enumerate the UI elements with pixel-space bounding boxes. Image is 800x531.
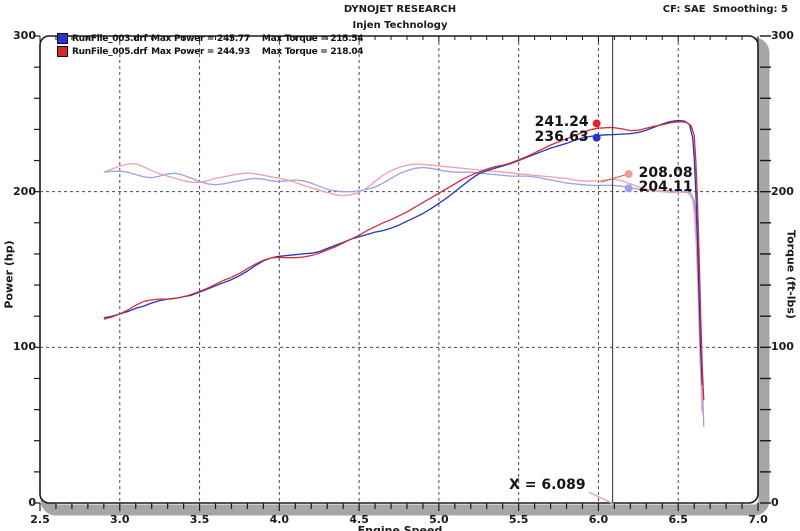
marker-label-power-run005: 241.24 — [534, 114, 589, 131]
legend-max-torque-run003: Max Torque = 215.54 — [261, 33, 364, 44]
y-axis-title-power: Power (hp) — [2, 240, 16, 309]
y-tick-label-right: 200 — [771, 184, 794, 198]
page-subtitle: Injen Technology — [352, 20, 448, 31]
legend-file-run005: RunFile_005.drf — [72, 46, 148, 57]
marker-label-power-run003: 236.63 — [534, 128, 589, 145]
marker-dot-241.24 — [592, 119, 601, 128]
y-tick-label-right: 300 — [771, 29, 794, 42]
y-tick-label-right: 100 — [771, 340, 794, 354]
x-axis-title: Engine Speed (RPM x1000) — [357, 524, 443, 531]
legend: RunFile_003.drf Max Power = 245.77 Max T… — [57, 32, 364, 58]
curve-runfile-005-drf-power-hp- — [103, 121, 705, 401]
y-tick-label-left: 100 — [13, 340, 36, 354]
y-tick-label-left: 300 — [13, 29, 36, 42]
x-tick-label: 6.0 — [588, 513, 609, 526]
y-tick-label-left: 200 — [13, 184, 36, 198]
legend-item-run003: RunFile_003.drf Max Power = 245.77 Max T… — [57, 32, 364, 45]
legend-file-run003: RunFile_003.drf — [72, 33, 148, 44]
cursor-pointer-line — [588, 491, 614, 505]
x-tick-label: 3.5 — [189, 513, 210, 526]
x-tick-label: 5.5 — [508, 513, 529, 526]
y-tick-label-left: 0 — [28, 496, 36, 509]
y-tick-label-right: 0 — [771, 496, 779, 509]
x-tick-label: 4.5 — [349, 513, 369, 526]
marker-dot-204.11 — [624, 184, 633, 193]
curve-runfile-003-drf-power-hp- — [103, 119, 703, 385]
x-tick-label: 7.0 — [748, 513, 768, 526]
x-tick-label: 3.0 — [110, 513, 130, 526]
cursor-x-label: X = 6.089 — [509, 477, 586, 493]
curve-runfile-003-drf-torque-ft-lbs- — [103, 166, 705, 427]
page-title: DYNOJET RESEARCH — [343, 4, 457, 15]
legend-max-power-run003: Max Power = 245.77 — [151, 33, 250, 44]
marker-dot-236.63 — [592, 133, 601, 142]
x-tick-label: 6.5 — [668, 513, 688, 526]
legend-swatch-run005 — [57, 46, 68, 57]
legend-item-run005: RunFile_005.drf Max Power = 244.93 Max T… — [57, 45, 364, 58]
y-axis-title-torque: Torque (ft-lbs) — [784, 230, 798, 319]
plot-frame — [39, 35, 759, 504]
marker-label-torque-run003: 204.11 — [638, 179, 693, 196]
x-tick-label: 2.5 — [30, 513, 50, 526]
x-tick-label: 4.0 — [269, 513, 290, 526]
curve-runfile-005-drf-torque-ft-lbs- — [103, 162, 703, 413]
legend-max-torque-run005: Max Torque = 218.04 — [261, 46, 364, 57]
legend-max-power-run005: Max Power = 244.93 — [151, 46, 250, 57]
marker-label-torque-run005: 208.08 — [638, 165, 693, 182]
x-tick-label: 5.0 — [429, 513, 449, 526]
marker-connector-line — [600, 173, 628, 183]
legend-swatch-run003 — [57, 33, 68, 44]
marker-dot-208.08 — [624, 170, 633, 179]
correction-smoothing-info: CF: SAE Smoothing: 5 — [662, 4, 788, 15]
